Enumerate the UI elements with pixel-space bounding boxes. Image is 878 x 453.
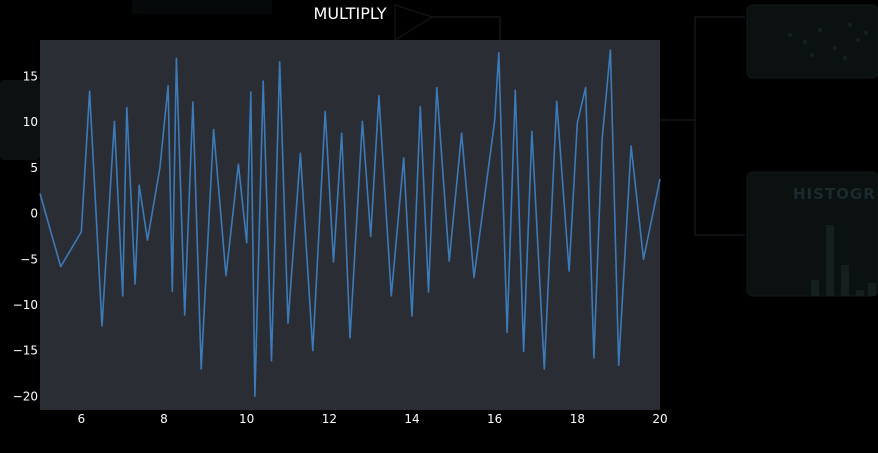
x-axis-ticks: 6 8 10 12 14 16 18 20 — [78, 412, 668, 426]
x-tick-label: 14 — [404, 412, 419, 426]
y-axis-ticks: 15 10 5 0 −5 −10 −15 −20 — [13, 70, 38, 404]
x-tick-label: 16 — [487, 412, 502, 426]
y-tick-label: −20 — [13, 389, 38, 403]
histogram-thumbnail — [811, 225, 876, 296]
y-tick-label: −15 — [13, 344, 38, 358]
chart-title: MULTIPLY — [313, 4, 387, 23]
series-line-0[interactable] — [39, 49, 661, 398]
multiply-node-arrow — [394, 4, 434, 41]
background-node-panel — [0, 80, 40, 160]
connector-line — [694, 120, 745, 236]
connector-line — [660, 16, 745, 121]
y-tick-label: 5 — [30, 161, 38, 175]
y-tick-label: −10 — [13, 298, 38, 312]
y-tick-label: −5 — [20, 252, 38, 266]
x-tick-label: 6 — [78, 412, 86, 426]
x-tick-label: 18 — [570, 412, 585, 426]
histogram-node-label: HISTOGR — [793, 185, 876, 203]
series-layer — [39, 49, 661, 398]
y-tick-label: 0 — [30, 207, 38, 221]
x-tick-label: 20 — [652, 412, 667, 426]
connector-line — [430, 16, 501, 40]
scatter-thumbnail — [788, 23, 868, 60]
x-tick-label: 12 — [322, 412, 337, 426]
background-node-panel — [132, 0, 272, 14]
y-tick-label: 10 — [23, 115, 38, 129]
x-tick-label: 10 — [239, 412, 254, 426]
x-tick-label: 8 — [160, 412, 168, 426]
y-tick-label: 15 — [23, 70, 38, 84]
